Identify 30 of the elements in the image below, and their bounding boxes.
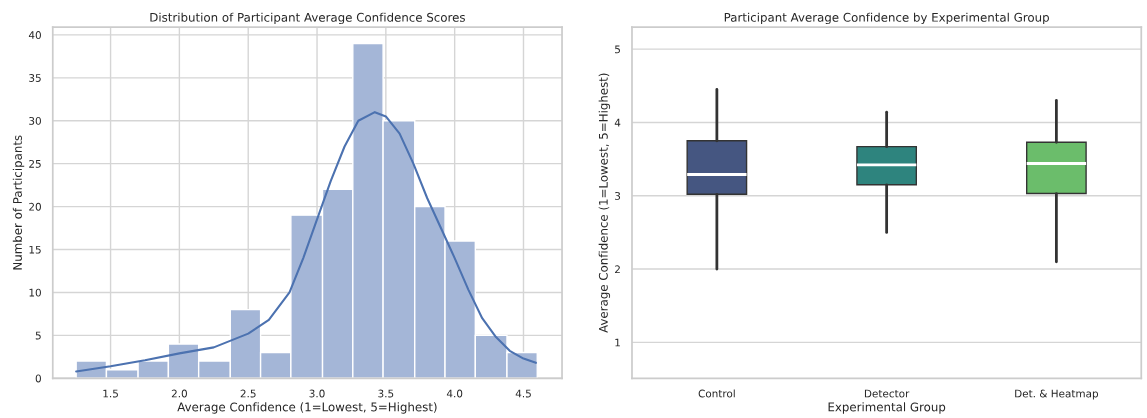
y-tick-label: 4	[614, 118, 621, 127]
y-tick-label: 10	[29, 288, 41, 297]
x-tick-label: 4.5	[515, 389, 531, 398]
x-axis-title: Average Confidence (1=Lowest, 5=Highest)	[177, 402, 437, 414]
y-tick-label: 30	[29, 116, 41, 125]
y-tick-label: 3	[615, 191, 621, 200]
y-tick-label: 5	[35, 331, 41, 340]
x-tick-label: 2.5	[240, 389, 256, 398]
y-tick-label: 20	[29, 202, 41, 211]
x-tick-label: Control	[698, 389, 735, 398]
y-axis-title: Average Confidence (1=Lowest, 5=Highest)	[598, 73, 611, 333]
x-tick-label: 3.0	[309, 389, 325, 398]
y-tick-label: 0	[35, 374, 41, 383]
y-tick-label: 25	[29, 159, 41, 168]
y-tick-label: 5	[615, 45, 620, 54]
y-tick-label: 35	[29, 74, 41, 82]
y-tick-label: 15	[29, 245, 41, 254]
chart-title: Participant Average Confidence by Experimental Group	[724, 12, 1049, 25]
x-axis-title: Experimental Group	[828, 402, 946, 414]
y-tick-label: 40	[28, 31, 41, 39]
y-tick-label: 2	[615, 265, 620, 274]
x-tick-label: Det. & Heatmap	[1015, 389, 1099, 400]
y-tick-label: 1	[615, 338, 620, 347]
x-tick-label: 3.5	[378, 389, 394, 398]
x-tick-label: 4.0	[446, 389, 463, 398]
chart-title: Distribution of Participant Average Confidence Scores	[150, 12, 465, 25]
x-tick-label: 1.5	[103, 389, 118, 398]
x-tick-label: Detector	[864, 389, 910, 398]
x-tick-label: 2.0	[171, 389, 187, 398]
y-axis-title: Number of Participants	[12, 135, 25, 270]
